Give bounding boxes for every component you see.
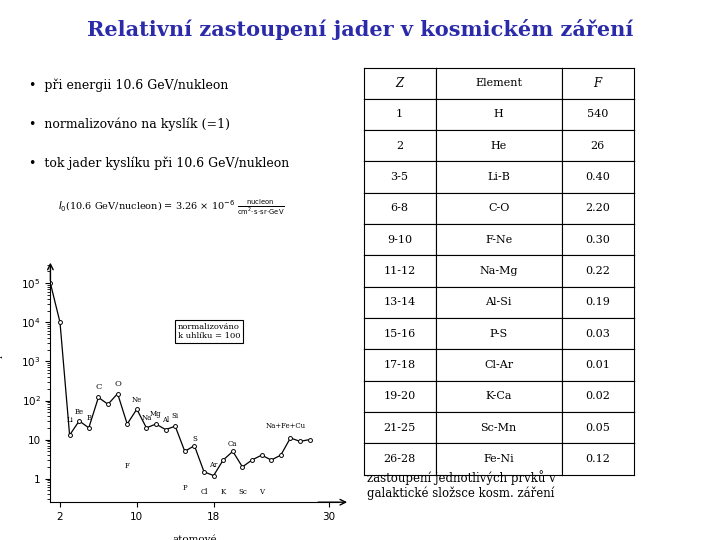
Text: H: H bbox=[494, 110, 503, 119]
Text: C: C bbox=[95, 383, 102, 392]
Text: 0.22: 0.22 bbox=[585, 266, 610, 276]
Text: 0.05: 0.05 bbox=[585, 423, 610, 433]
Text: O: O bbox=[114, 380, 121, 388]
Text: •  při energii 10.6 GeV/nukleon: • při energii 10.6 GeV/nukleon bbox=[29, 78, 228, 92]
Text: $I_0$(10.6 GeV/nucleon) = 3.26 × 10$^{-6}$ $\frac{\rm nucleon}{\rm cm^2 \!\cdot\: $I_0$(10.6 GeV/nucleon) = 3.26 × 10$^{-6… bbox=[58, 198, 284, 217]
Text: Si: Si bbox=[171, 412, 179, 420]
Text: Na+Fe+Cu: Na+Fe+Cu bbox=[266, 422, 306, 430]
Text: •  tok jader kyslíku při 10.6 GeV/nukleon: • tok jader kyslíku při 10.6 GeV/nukleon bbox=[29, 156, 289, 170]
Text: 6-8: 6-8 bbox=[391, 204, 409, 213]
Text: Cl-Ar: Cl-Ar bbox=[484, 360, 513, 370]
Text: 2.20: 2.20 bbox=[585, 204, 610, 213]
Text: 11-12: 11-12 bbox=[384, 266, 415, 276]
Text: P: P bbox=[182, 484, 187, 492]
Text: 0.01: 0.01 bbox=[585, 360, 610, 370]
Text: Fe-Ni: Fe-Ni bbox=[483, 454, 514, 464]
Text: Li-B: Li-B bbox=[487, 172, 510, 182]
Text: 9-10: 9-10 bbox=[387, 235, 412, 245]
Text: 0.12: 0.12 bbox=[585, 454, 610, 464]
Text: Sc-Mn: Sc-Mn bbox=[480, 423, 517, 433]
Text: Cl: Cl bbox=[200, 489, 207, 496]
Text: Na-Mg: Na-Mg bbox=[480, 266, 518, 276]
Text: Relativní zastoupení jader v kosmickém záření: Relativní zastoupení jader v kosmickém z… bbox=[87, 19, 633, 40]
Text: Element: Element bbox=[475, 78, 522, 88]
Text: Al: Al bbox=[162, 416, 169, 424]
Text: Mg: Mg bbox=[150, 410, 162, 418]
Text: relativní zastoupení: relativní zastoupení bbox=[0, 338, 4, 429]
Text: Be: Be bbox=[75, 408, 84, 416]
Text: Z: Z bbox=[395, 77, 404, 90]
Text: 3-5: 3-5 bbox=[391, 172, 409, 182]
Text: 0.02: 0.02 bbox=[585, 392, 610, 401]
Text: He: He bbox=[490, 141, 507, 151]
Text: 15-16: 15-16 bbox=[384, 329, 415, 339]
Text: K-Ca: K-Ca bbox=[485, 392, 512, 401]
Text: S: S bbox=[192, 435, 197, 443]
Text: V: V bbox=[259, 489, 264, 496]
Text: •  normalizováno na kyslík (=1): • normalizováno na kyslík (=1) bbox=[29, 117, 230, 131]
Text: F: F bbox=[125, 462, 130, 470]
Text: 0.40: 0.40 bbox=[585, 172, 610, 182]
Text: 2: 2 bbox=[396, 141, 403, 151]
Text: 19-20: 19-20 bbox=[384, 392, 415, 401]
Text: 1: 1 bbox=[396, 110, 403, 119]
Text: K: K bbox=[220, 489, 226, 496]
Text: 540: 540 bbox=[587, 110, 608, 119]
Text: 13-14: 13-14 bbox=[384, 298, 415, 307]
Text: 0.03: 0.03 bbox=[585, 329, 610, 339]
Text: Al-Si: Al-Si bbox=[485, 298, 512, 307]
Text: B: B bbox=[86, 414, 91, 422]
Text: Li: Li bbox=[66, 416, 73, 424]
Text: Na: Na bbox=[141, 414, 152, 422]
Text: 0.30: 0.30 bbox=[585, 235, 610, 245]
Text: P-S: P-S bbox=[490, 329, 508, 339]
Text: 0.19: 0.19 bbox=[585, 298, 610, 307]
Text: atomové: atomové bbox=[172, 536, 217, 540]
Text: normalizováno
k uhlíku = 100: normalizováno k uhlíku = 100 bbox=[178, 322, 240, 340]
Text: Ne: Ne bbox=[132, 396, 142, 404]
Text: 21-25: 21-25 bbox=[384, 423, 415, 433]
Text: Ca: Ca bbox=[228, 440, 238, 448]
Text: C-O: C-O bbox=[488, 204, 509, 213]
Text: 26: 26 bbox=[590, 141, 605, 151]
Text: Sc: Sc bbox=[238, 489, 247, 496]
Text: 26-28: 26-28 bbox=[384, 454, 415, 464]
Text: zastoupení jednotlivých prvků v
galaktické složsce kosm. záření: zastoupení jednotlivých prvků v galaktic… bbox=[367, 470, 556, 500]
Text: F-Ne: F-Ne bbox=[485, 235, 512, 245]
Text: F: F bbox=[593, 77, 602, 90]
Text: 17-18: 17-18 bbox=[384, 360, 415, 370]
Text: Ar: Ar bbox=[210, 461, 217, 469]
